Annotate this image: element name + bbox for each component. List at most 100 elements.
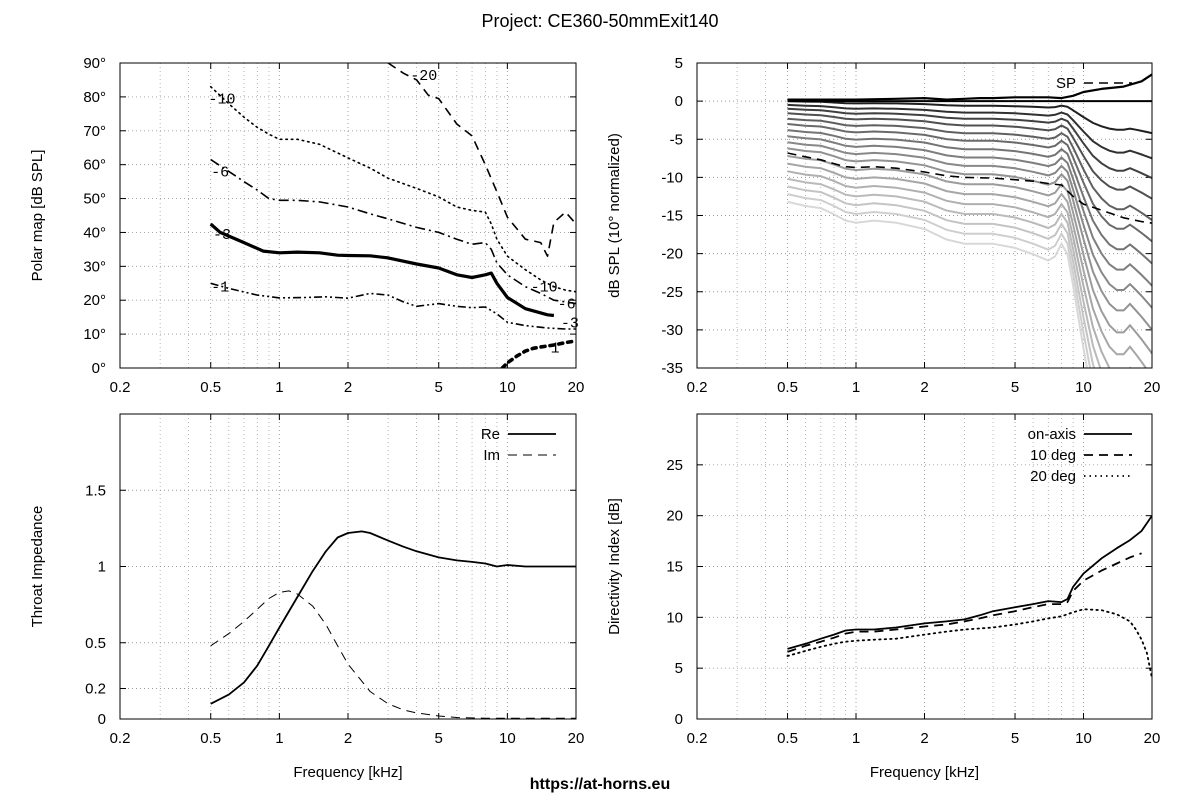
y-tick-label: 10 xyxy=(666,609,683,626)
series-sp-line xyxy=(787,152,1152,224)
polar-response-line xyxy=(787,147,1152,331)
series-10deg-line xyxy=(787,552,1142,653)
x-tick-label: 20 xyxy=(1144,730,1161,747)
polar-response-line xyxy=(787,103,1152,160)
x-tick-label: 20 xyxy=(1144,379,1161,396)
polar-response-line xyxy=(787,162,1148,368)
y-tick-label: 70° xyxy=(83,123,106,140)
polar-response-line xyxy=(787,135,1152,287)
series-1-line xyxy=(500,339,576,368)
y-axis-label: Polar map [dB SPL] xyxy=(29,150,46,282)
y-tick-label: -10 xyxy=(661,169,683,186)
series-10-line xyxy=(209,85,576,293)
plot-area xyxy=(786,515,1152,680)
y-tick-label: 0 xyxy=(98,711,106,728)
x-axis-label: Frequency [kHz] xyxy=(870,764,979,781)
x-tick-label: 2 xyxy=(920,379,928,396)
polar-response-line xyxy=(787,100,1152,135)
y-axis-label: dB SPL (10° normalized) xyxy=(606,133,623,298)
footer-url: https://at-horns.eu xyxy=(530,776,670,793)
y-tick-label: 40° xyxy=(83,224,106,241)
y-tick-label: -25 xyxy=(661,284,683,301)
x-tick-label: 0.5 xyxy=(200,730,221,747)
x-tick-label: 0.2 xyxy=(110,730,131,747)
x-tick-label: 20 xyxy=(568,730,585,747)
x-tick-label: 10 xyxy=(499,379,516,396)
series-re-line xyxy=(210,530,576,705)
y-tick-label: -15 xyxy=(661,208,683,225)
figure-title: Project: CE360-50mmExit140 xyxy=(481,11,718,31)
polar-response-line xyxy=(787,117,1152,221)
contour-label: -6 xyxy=(558,297,576,314)
polar-response-line xyxy=(787,200,1088,368)
x-tick-label: 5 xyxy=(1011,379,1019,396)
contour-label: -10 xyxy=(208,92,235,109)
legend-label: 10 deg xyxy=(1030,447,1076,464)
legend-label: Im xyxy=(483,447,500,464)
x-tick-label: 2 xyxy=(344,379,352,396)
y-tick-label: -20 xyxy=(661,246,683,263)
y-tick-label: 25 xyxy=(666,457,683,474)
polar-response-line xyxy=(787,129,1152,265)
polar-response-line xyxy=(787,141,1152,309)
polar-response-line xyxy=(787,123,1152,243)
plot-frame xyxy=(119,62,577,369)
polar-response-line xyxy=(787,193,1092,368)
x-tick-label: 0.5 xyxy=(777,379,798,396)
y-tick-label: 0.2 xyxy=(85,681,106,698)
polar-response-line xyxy=(787,155,1152,355)
series-onaxis-line xyxy=(787,515,1152,650)
series-line-line xyxy=(787,73,1152,101)
spl-normalized-chart: 0.2 0.5 1 2 5 10 20 -35 -30 -25 -20 -15 -10 -5 0 5 dB SP… xyxy=(606,55,1161,396)
plot-area xyxy=(209,63,576,368)
x-tick-label: 10 xyxy=(499,730,516,747)
y-tick-label: 30° xyxy=(83,258,106,275)
y-tick-label: 20 xyxy=(666,508,683,525)
y-tick-label: 0° xyxy=(92,360,106,377)
x-tick-label: 2 xyxy=(920,730,928,747)
y-axis-label: Throat Impedance xyxy=(29,506,46,628)
y-tick-label: 5 xyxy=(675,55,683,72)
legend-label: 20 deg xyxy=(1030,468,1076,485)
x-tick-label: 1 xyxy=(852,379,860,396)
series-6-line xyxy=(210,158,576,305)
series-3-line xyxy=(209,222,555,318)
y-tick-label: 50° xyxy=(83,191,106,208)
y-tick-label: 60° xyxy=(83,157,106,174)
x-axis-label: Frequency [kHz] xyxy=(293,764,402,781)
series-1-line xyxy=(210,282,576,330)
contour-label: -20 xyxy=(410,68,437,85)
y-tick-label: 80° xyxy=(83,89,106,106)
x-tick-label: 0.5 xyxy=(200,379,221,396)
x-tick-label: 0.2 xyxy=(110,379,131,396)
polar-map-chart: 0.2 0.5 1 2 5 10 20 0° 10° 20° 30° 40° 50° 60° 70° 80° 9… xyxy=(29,55,584,396)
x-tick-label: 0.2 xyxy=(687,730,708,747)
y-tick-label: 90° xyxy=(83,55,106,72)
y-tick-label: 0 xyxy=(675,711,683,728)
plot-frame xyxy=(119,413,577,720)
contour-label: -10 xyxy=(531,280,558,297)
x-tick-label: 2 xyxy=(344,730,352,747)
y-tick-label: 1.5 xyxy=(85,482,106,499)
polar-response-line xyxy=(787,107,1152,180)
y-tick-label: -30 xyxy=(661,322,683,339)
y-axis-label: Directivity Index [dB] xyxy=(606,498,623,635)
x-tick-label: 1 xyxy=(852,730,860,747)
x-tick-label: 1 xyxy=(275,730,283,747)
y-tick-label: 0 xyxy=(675,93,683,110)
contour-label: -3 xyxy=(213,227,231,244)
x-tick-label: 5 xyxy=(435,730,443,747)
polar-response-line xyxy=(787,112,1152,200)
legend-label: Re xyxy=(481,426,500,443)
contour-label: -6 xyxy=(211,164,229,181)
y-tick-label: -5 xyxy=(670,131,683,148)
contour-label: 1 xyxy=(551,341,560,358)
x-tick-label: 0.2 xyxy=(687,379,708,396)
y-tick-label: 20° xyxy=(83,292,106,309)
x-tick-label: 5 xyxy=(1011,730,1019,747)
y-tick-label: 15 xyxy=(666,559,683,576)
polar-response-line xyxy=(787,185,1096,368)
x-tick-label: 0.5 xyxy=(777,730,798,747)
